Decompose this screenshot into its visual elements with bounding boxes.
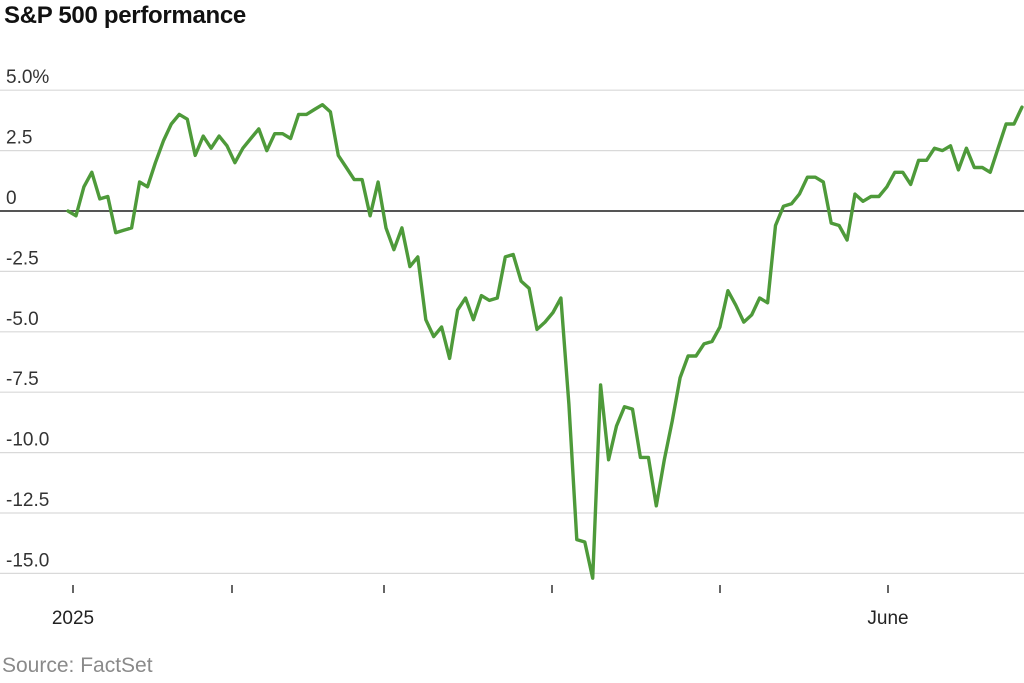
y-tick-label: 5.0% (6, 67, 49, 88)
gridlines (0, 89, 1024, 575)
chart-title: S&P 500 performance (4, 2, 246, 29)
x-tick-label: 2025 (52, 608, 94, 629)
series-line (66, 102, 1024, 580)
y-tick-label: 2.5 (6, 128, 32, 149)
y-tick-label: -15.0 (6, 550, 49, 571)
y-tick-label: -7.5 (6, 369, 39, 390)
y-tick-label: -12.5 (6, 490, 49, 511)
y-tick-label: -5.0 (6, 309, 39, 330)
x-axis: 2025 June (52, 585, 909, 629)
x-tick-label: June (867, 608, 908, 629)
y-tick-label: -2.5 (6, 248, 39, 269)
y-tick-label: -10.0 (6, 430, 49, 451)
y-axis-tick-labels: 5.0% 2.5 0 -2.5 -5.0 -7.5 -10.0 -12.5 -15.0 (6, 67, 49, 571)
y-tick-label: 0 (6, 188, 17, 209)
source-note: Source: FactSet (2, 654, 153, 677)
